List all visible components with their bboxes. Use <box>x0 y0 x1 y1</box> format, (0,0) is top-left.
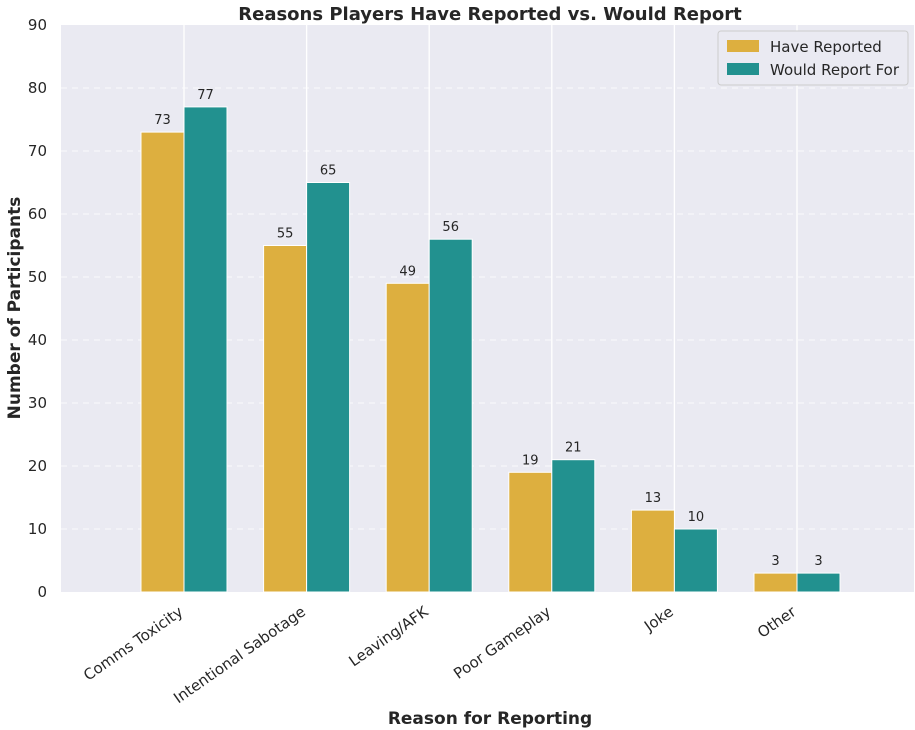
x-tick-label: Leaving/AFK <box>346 602 433 670</box>
bar-have-reported <box>385 282 430 593</box>
y-tick-label: 60 <box>28 205 47 223</box>
bar-have-reported <box>753 572 798 593</box>
y-tick-label: 40 <box>28 331 47 349</box>
data-label: 13 <box>645 491 662 506</box>
bar-would-report-for <box>306 182 351 593</box>
data-label: 3 <box>771 554 779 569</box>
data-label: 56 <box>442 220 459 235</box>
y-tick-label: 10 <box>28 520 47 538</box>
x-tick-label: Comms Toxicity <box>80 602 186 684</box>
data-labels-layer: 73 55 49 19 13 3 77 65 56 21 10 3 <box>154 88 822 569</box>
bar-would-report-for <box>551 459 596 593</box>
y-tick-label: 20 <box>28 457 47 475</box>
legend-label-would-report-for: Would Report For <box>770 61 900 79</box>
data-label: 10 <box>688 510 705 525</box>
legend-swatch-would-report-for <box>727 63 759 75</box>
bar-have-reported <box>508 471 553 593</box>
bar-would-report-for <box>673 528 718 593</box>
data-label: 49 <box>399 264 416 279</box>
bar-would-report-for <box>428 238 473 593</box>
x-tick-label: Joke <box>640 603 677 636</box>
data-label: 77 <box>197 88 214 103</box>
bar-would-report-for <box>796 572 841 593</box>
data-label: 73 <box>154 113 171 128</box>
legend: Have Reported Would Report For <box>717 30 909 86</box>
y-tick-label: 70 <box>28 142 47 160</box>
y-tick-label: 90 <box>28 16 47 34</box>
bar-have-reported <box>630 509 675 593</box>
chart-title: Reasons Players Have Reported vs. Would … <box>238 4 742 25</box>
x-axis-label: Reason for Reporting <box>388 709 592 729</box>
x-tick-label: Other <box>754 602 800 642</box>
legend-box <box>717 30 909 86</box>
x-tick-label: Poor Gameplay <box>450 602 554 682</box>
legend-label-have-reported: Have Reported <box>770 38 882 56</box>
data-label: 55 <box>277 227 294 242</box>
y-tick-label: 50 <box>28 268 47 286</box>
bar-have-reported <box>140 131 185 593</box>
bar-have-reported <box>263 245 308 593</box>
data-label: 3 <box>814 554 822 569</box>
data-label: 21 <box>565 441 582 456</box>
bars-layer <box>140 106 841 593</box>
data-label: 65 <box>320 164 337 179</box>
y-axis-label: Number of Participants <box>5 197 25 420</box>
bar-would-report-for <box>183 106 228 593</box>
data-label: 19 <box>522 453 539 468</box>
x-tick-label: Intentional Sabotage <box>170 603 309 708</box>
legend-swatch-have-reported <box>727 40 759 52</box>
y-tick-label: 0 <box>37 583 47 601</box>
y-tick-label: 30 <box>28 394 47 412</box>
y-ticks-layer: 0 10 20 30 40 50 60 70 80 90 <box>28 16 47 601</box>
y-tick-label: 80 <box>28 79 47 97</box>
